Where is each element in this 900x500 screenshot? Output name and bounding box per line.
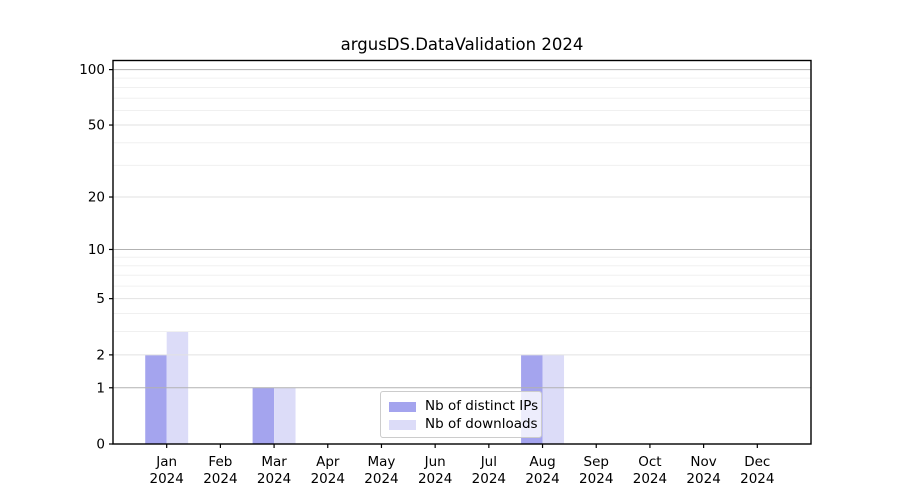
x-tick-label-dec: Dec — [744, 454, 770, 470]
y-tick-label-100: 100 — [79, 62, 105, 78]
y-tick-label-50: 50 — [88, 118, 105, 134]
x-tick-label-aug: Aug — [529, 454, 555, 470]
y-tick-label-10: 10 — [88, 242, 105, 258]
y-tick-label-20: 20 — [88, 190, 105, 206]
x-tick-label-jul: Jul — [480, 454, 497, 470]
y-tick-label-1: 1 — [96, 380, 105, 396]
x-tick-label-year-jun: 2024 — [418, 471, 452, 487]
y-tick-label-0: 0 — [96, 437, 105, 453]
x-tick-label-year-jul: 2024 — [472, 471, 506, 487]
x-tick-label-may: May — [368, 454, 396, 470]
x-tick-label-year-apr: 2024 — [311, 471, 345, 487]
y-tick-label-2: 2 — [96, 347, 105, 363]
legend: Nb of distinct IPs Nb of downloads — [380, 391, 542, 438]
legend-swatch-downloads — [389, 419, 416, 430]
x-tick-label-jun: Jun — [424, 454, 446, 470]
plot-border — [112, 59, 812, 445]
legend-swatch-distinct-ips — [389, 401, 416, 412]
x-tick-label-sep: Sep — [584, 454, 609, 470]
legend-entry-downloads: Nb of downloads — [389, 416, 541, 433]
x-tick-label-nov: Nov — [690, 454, 716, 470]
x-tick-label-oct: Oct — [638, 454, 661, 470]
legend-entry-distinct-ips: Nb of distinct IPs — [389, 398, 541, 415]
x-tick-label-year-nov: 2024 — [686, 471, 720, 487]
x-tick-label-apr: Apr — [316, 454, 340, 470]
x-tick-label-mar: Mar — [261, 454, 287, 470]
chart-title: argusDS.DataValidation 2024 — [340, 35, 584, 54]
bar-downloads-aug — [542, 354, 565, 444]
x-tick-label-jan: Jan — [155, 454, 177, 470]
x-tick-label-year-mar: 2024 — [257, 471, 291, 487]
bar-ips-jan — [145, 354, 167, 444]
x-tick-label-year-oct: 2024 — [633, 471, 667, 487]
y-tick-label-5: 5 — [96, 291, 105, 307]
x-tick-label-year-jan: 2024 — [150, 471, 184, 487]
legend-label-distinct-ips: Nb of distinct IPs — [425, 397, 539, 414]
x-tick-label-feb: Feb — [208, 454, 232, 470]
x-tick-label-year-aug: 2024 — [525, 471, 559, 487]
bar-downloads-mar — [274, 387, 296, 444]
x-tick-label-year-sep: 2024 — [579, 471, 613, 487]
x-tick-label-year-feb: 2024 — [203, 471, 237, 487]
x-tick-label-year-may: 2024 — [364, 471, 398, 487]
bar-ips-mar — [252, 387, 275, 444]
legend-label-downloads: Nb of downloads — [425, 415, 538, 432]
x-tick-label-year-dec: 2024 — [740, 471, 774, 487]
